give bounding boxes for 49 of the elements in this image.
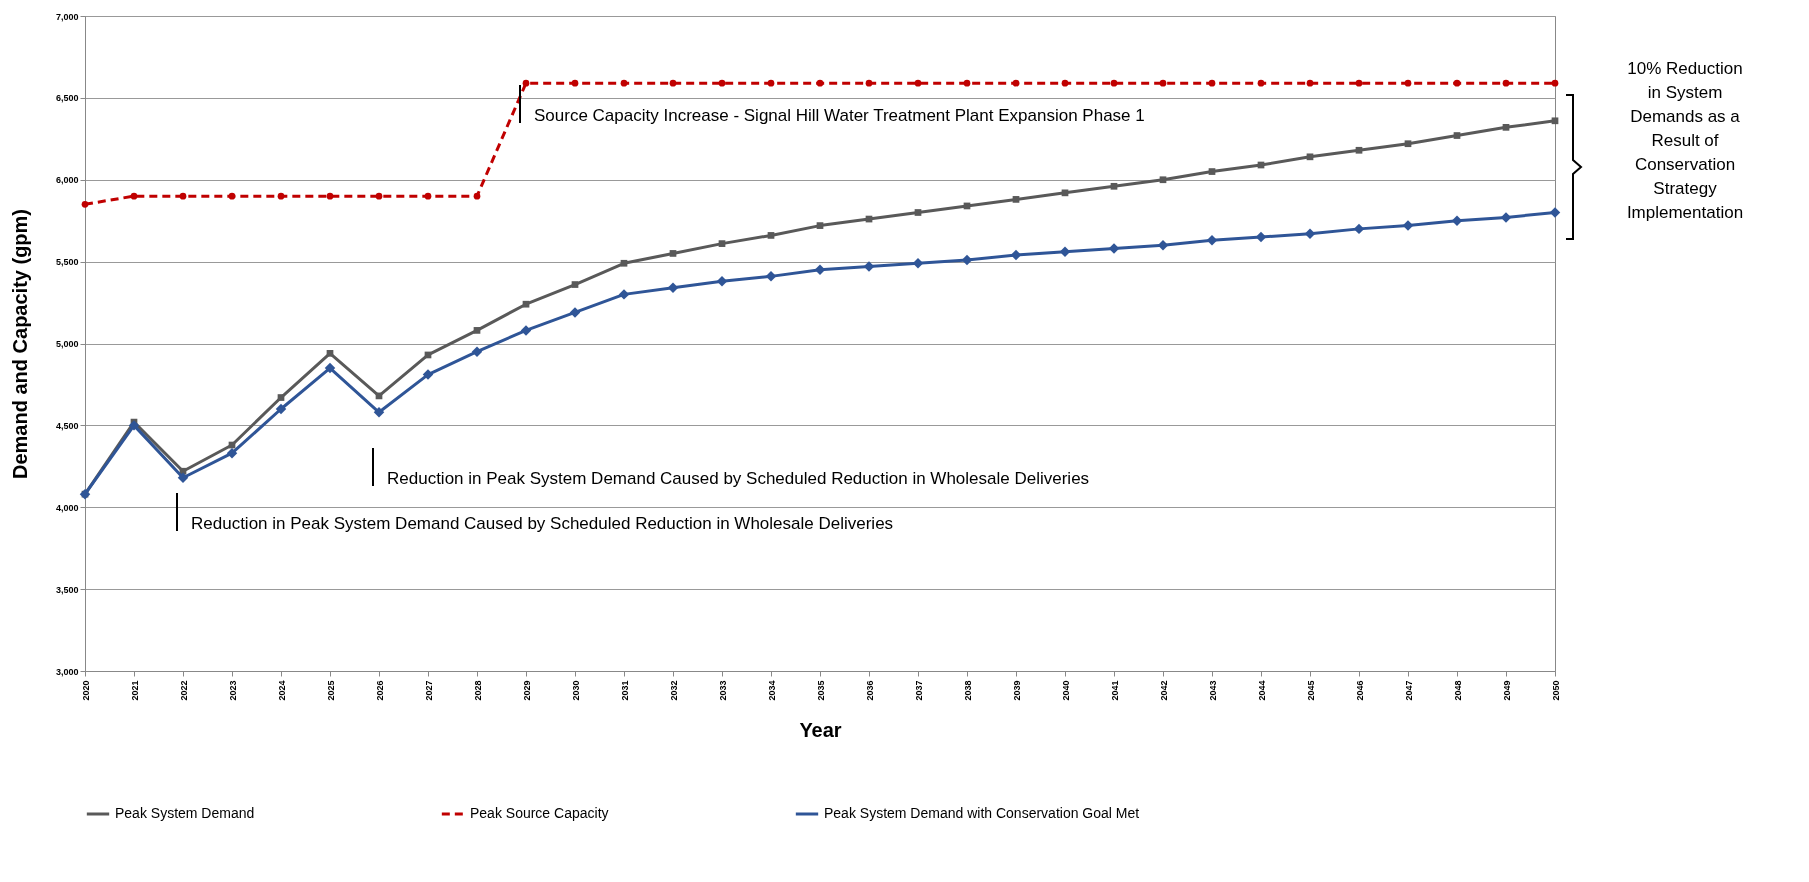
annotation: Source Capacity Increase - Signal Hill Water Treatment Plant Expansion Phase 1	[534, 106, 1145, 125]
x-tick-label: 2025	[325, 680, 336, 701]
x-tick-label: 2026	[374, 680, 385, 701]
y-tick-label: 4,000	[55, 502, 79, 513]
y-tick-label: 7,000	[55, 11, 79, 22]
x-tick-label: 2037	[913, 680, 924, 701]
x-tick-label: 2048	[1452, 680, 1463, 701]
legend-label: Peak Source Capacity	[470, 805, 609, 821]
x-tick-label: 2033	[717, 680, 728, 701]
x-tick-label: 2040	[1060, 680, 1071, 701]
x-tick-label: 2038	[962, 680, 973, 701]
x-axis-title: Year	[799, 718, 842, 741]
y-tick-label: 3,000	[55, 666, 79, 677]
x-tick-label: 2028	[472, 680, 483, 701]
x-tick-label: 2032	[668, 680, 679, 701]
x-tick-label: 2050	[1550, 680, 1561, 701]
y-tick-label: 5,500	[55, 257, 79, 268]
x-tick-label: 2035	[815, 680, 826, 701]
legend-label: Peak System Demand	[115, 805, 255, 821]
x-tick-label: 2041	[1109, 680, 1120, 701]
x-tick-label: 2031	[619, 680, 630, 701]
x-tick-label: 2044	[1256, 680, 1267, 701]
x-tick-label: 2022	[178, 680, 189, 701]
x-tick-label: 2020	[80, 680, 91, 701]
x-tick-label: 2049	[1501, 680, 1512, 701]
x-tick-label: 2047	[1403, 680, 1414, 701]
x-tick-label: 2036	[864, 680, 875, 701]
x-tick-label: 2042	[1158, 680, 1169, 701]
y-tick-label: 6,500	[55, 93, 79, 104]
x-tick-label: 2030	[570, 680, 581, 701]
x-tick-label: 2039	[1011, 680, 1022, 701]
annotation: Reduction in Peak System Demand Caused by Scheduled Reduction in Wholesale Deliveries	[191, 514, 894, 533]
x-tick-label: 2046	[1354, 680, 1365, 701]
y-axis-title: Demand and Capacity (gpm)	[8, 208, 31, 480]
x-tick-label: 2023	[227, 680, 238, 701]
x-tick-label: 2021	[129, 680, 140, 701]
x-tick-label: 2045	[1305, 680, 1316, 701]
x-tick-label: 2029	[521, 680, 532, 701]
x-tick-label: 2027	[423, 680, 434, 701]
y-tick-label: 5,000	[55, 339, 79, 349]
text: 10% Reduction in System Demands as a Result of Conservation Strategy Implementation	[1626, 59, 1744, 222]
y-tick-label: 3,500	[55, 584, 79, 595]
x-tick-label: 2024	[276, 680, 287, 701]
x-tick-label: 2043	[1207, 680, 1218, 701]
annotation: Reduction in Peak System Demand Caused by Scheduled Reduction in Wholesale Deliveries	[387, 469, 1090, 488]
x-tick-label: 2034	[766, 680, 777, 701]
y-tick-label: 6,000	[55, 175, 79, 186]
legend-label: Peak System Demand with Conservation Goal Met	[824, 805, 1140, 821]
y-tick-label: 4,500	[55, 420, 79, 431]
